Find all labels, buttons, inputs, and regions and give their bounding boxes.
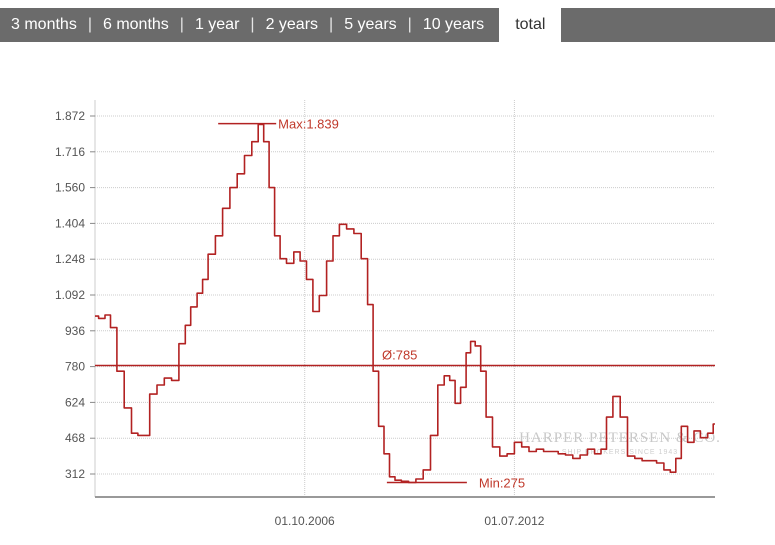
y-tick-label: 468 bbox=[65, 431, 85, 445]
tab-separator: | bbox=[179, 16, 184, 33]
tab-separator: | bbox=[407, 16, 412, 33]
period-tab-bar: 3 months | 6 months | 1 year | 2 years | 5 years… bbox=[0, 0, 775, 42]
y-tick-label: 1.872 bbox=[55, 109, 85, 123]
tab-separator: | bbox=[87, 16, 92, 33]
y-tick-label: 1.248 bbox=[55, 252, 85, 266]
tab-separator: | bbox=[329, 16, 334, 33]
chart-grid bbox=[94, 100, 715, 498]
tab-5-years[interactable]: 5 years bbox=[344, 16, 397, 33]
y-tick-label: 1.404 bbox=[55, 216, 85, 230]
max-label: Max:1.839 bbox=[278, 117, 339, 132]
watermark-name: HARPER PETERSEN & CO. bbox=[519, 430, 721, 446]
tab-2-years[interactable]: 2 years bbox=[265, 16, 319, 33]
y-axis-ticks: 1.872 1.716 1.560 1.404 1.248 1.092 936 780 624 4… bbox=[55, 109, 95, 481]
series-line bbox=[95, 123, 715, 484]
tab-1-year[interactable]: 1 year bbox=[194, 16, 240, 33]
y-tick-label: 312 bbox=[65, 467, 85, 481]
tab-separator: | bbox=[250, 16, 255, 33]
price-chart: HARPER PETERSEN & CO. SHIP BROKERS SINCE … bbox=[55, 100, 721, 528]
y-tick-label: 1.092 bbox=[55, 288, 85, 302]
watermark-logo: HARPER PETERSEN & CO. SHIP BROKERS SINCE … bbox=[519, 430, 721, 456]
tab-3-months[interactable]: 3 months bbox=[11, 16, 77, 33]
y-tick-label: 624 bbox=[65, 395, 85, 409]
y-tick-label: 1.560 bbox=[55, 181, 85, 195]
extreme-annotations: Max:1.839 Min:275 bbox=[218, 117, 525, 490]
average-line-group: Ø:785 bbox=[95, 347, 715, 367]
x-tick-label: 01.10.2006 bbox=[275, 514, 335, 528]
watermark-tagline: SHIP BROKERS SINCE 1943 bbox=[562, 449, 678, 456]
series-group bbox=[95, 123, 715, 484]
tab-total[interactable]: total bbox=[499, 8, 562, 42]
min-label: Min:275 bbox=[479, 475, 525, 490]
tab-10-years[interactable]: 10 years bbox=[422, 16, 485, 33]
tab-6-months[interactable]: 6 months bbox=[102, 16, 169, 33]
y-tick-label: 936 bbox=[65, 324, 85, 338]
period-tab-strip: 3 months | 6 months | 1 year | 2 years | 5 years… bbox=[0, 8, 775, 42]
y-tick-label: 1.716 bbox=[55, 145, 85, 159]
x-tick-label: 01.07.2012 bbox=[484, 514, 544, 528]
x-axis-ticks: 01.10.2006 01.07.2012 bbox=[275, 514, 545, 528]
average-label: Ø:785 bbox=[382, 347, 417, 362]
y-tick-label: 780 bbox=[65, 360, 85, 374]
